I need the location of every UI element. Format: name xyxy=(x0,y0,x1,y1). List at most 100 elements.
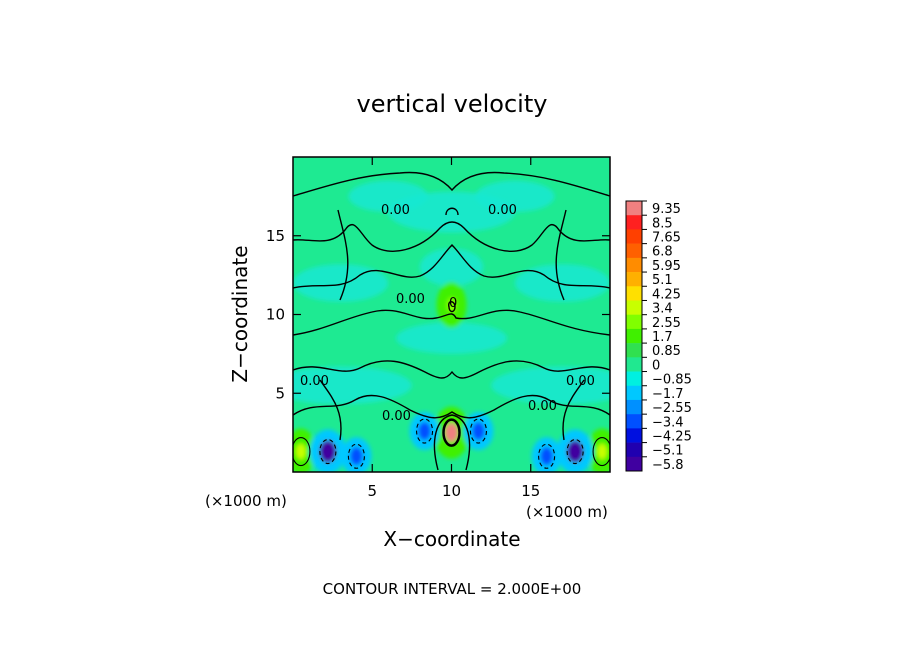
colorbar-label: −5.8 xyxy=(652,458,684,473)
colorbar-cell xyxy=(626,428,642,443)
downdraft-core xyxy=(418,421,431,441)
plot-area xyxy=(293,157,610,472)
contour-label: 0.00 xyxy=(300,374,329,389)
colorbar-cell xyxy=(626,300,642,315)
colorbar-cell xyxy=(626,456,642,472)
downdraft-core xyxy=(566,440,584,463)
colorbar-label: −4.25 xyxy=(652,429,692,444)
contour-label: 0.00 xyxy=(528,399,557,414)
colorbar-cell xyxy=(626,371,642,387)
contour-line xyxy=(562,379,585,441)
colorbar-label: −3.4 xyxy=(652,415,684,430)
colorbar-cell xyxy=(626,385,642,401)
contour-line-negative xyxy=(347,443,365,469)
field-band xyxy=(419,248,484,287)
colorbar-cell xyxy=(626,201,642,216)
updraft-core xyxy=(597,443,608,460)
colorbar-label: 4.25 xyxy=(652,287,681,302)
colorbar-cell xyxy=(626,286,642,301)
colorbar-cell xyxy=(626,414,642,429)
colorbar-label: 5.95 xyxy=(652,259,681,274)
y-axis-title: Z−coordinate xyxy=(228,245,252,382)
field-band xyxy=(348,180,428,213)
downdraft-core xyxy=(319,440,337,463)
colorbar-cell xyxy=(626,229,642,244)
downdraft-core xyxy=(350,447,363,466)
field-band xyxy=(514,264,610,302)
contour-interval-footer: CONTOUR INTERVAL = 2.000E+00 xyxy=(323,580,582,598)
contour-line-negative xyxy=(566,438,584,465)
colorbar-cell xyxy=(626,257,642,273)
colorbar-label: 6.8 xyxy=(652,245,673,260)
colorbar-label: 2.55 xyxy=(652,316,681,331)
contour-line xyxy=(293,171,610,197)
contour-label: 0.00 xyxy=(488,203,517,218)
z-tick-label: 15 xyxy=(266,227,285,245)
contour-line xyxy=(293,309,610,336)
colorbar-label: 9.35 xyxy=(652,202,681,217)
contour-line xyxy=(293,221,610,252)
colorbar-label: 3.4 xyxy=(652,302,673,317)
colorbar-label: −2.55 xyxy=(652,401,692,416)
field-band xyxy=(475,180,555,213)
x-units-right: (×1000 m) xyxy=(526,503,608,521)
contour-line xyxy=(293,394,610,419)
chart-title: vertical velocity xyxy=(357,90,548,118)
colorbar-cell xyxy=(626,357,642,372)
contour-line xyxy=(555,209,567,301)
contour-line-negative xyxy=(538,443,556,469)
downdraft-core xyxy=(472,421,485,441)
colorbar-cell xyxy=(626,215,642,230)
axis-ticks: 5 10 15 5 10 15 xyxy=(266,157,610,500)
colorbar-cell xyxy=(626,442,642,458)
z-tick-label: 10 xyxy=(266,306,285,324)
downdraft-core xyxy=(540,447,553,466)
colorbar-cell xyxy=(626,243,642,259)
colorbar-label: −1.7 xyxy=(652,387,684,402)
colorbar: 9.358.57.656.85.955.14.253.42.551.70.850… xyxy=(625,200,692,473)
field-band xyxy=(491,366,610,405)
contour-line xyxy=(433,414,471,471)
x-axis-title: X−coordinate xyxy=(383,527,520,551)
contour-label: 0.00 xyxy=(396,292,425,307)
colorbar-frame xyxy=(625,200,643,472)
contour-line-negative xyxy=(319,438,337,465)
contour-label: 0.00 xyxy=(566,374,595,389)
colorbar-label: 1.7 xyxy=(652,330,673,345)
contour-line-core xyxy=(442,418,461,447)
contour-line xyxy=(445,207,459,216)
field-band xyxy=(293,264,389,302)
contour-line xyxy=(293,360,610,379)
contour-line xyxy=(337,209,349,301)
contour-line xyxy=(293,244,610,289)
field-band xyxy=(293,366,412,405)
colorbar-cell xyxy=(626,328,642,344)
colorbar-cell xyxy=(626,272,642,287)
colorbar-label: 7.65 xyxy=(652,231,681,246)
colorbar-cell xyxy=(626,399,642,415)
contour-line-updraft xyxy=(592,436,610,467)
colorbar-cell xyxy=(626,314,642,330)
contour-labels: 0.00 0.00 0.00 0.00 0.00 0.00 0.00 0 xyxy=(300,203,595,424)
z-tick-label: 5 xyxy=(275,384,285,402)
contour-line xyxy=(447,301,456,313)
colorbar-cell xyxy=(626,343,642,358)
x-tick-label: 5 xyxy=(367,482,377,500)
updraft-core xyxy=(444,423,459,443)
contour-line xyxy=(319,379,342,441)
contour-lines xyxy=(293,171,610,471)
colorbar-label: 8.5 xyxy=(652,216,673,231)
x-tick-label: 15 xyxy=(521,482,540,500)
updraft-core xyxy=(295,443,306,460)
colorbar-label: −5.1 xyxy=(652,444,684,459)
contour-line-negative xyxy=(416,418,434,444)
colorbar-label: 0 xyxy=(652,358,660,373)
contour-line-updraft xyxy=(293,436,311,467)
x-units-left: (×1000 m) xyxy=(205,492,287,510)
colorbar-label: −0.85 xyxy=(652,373,692,388)
contour-line-negative xyxy=(469,418,487,444)
colorbar-label: 0.85 xyxy=(652,344,681,359)
contour-label: 0 xyxy=(449,296,457,311)
field-blobs xyxy=(293,180,610,472)
